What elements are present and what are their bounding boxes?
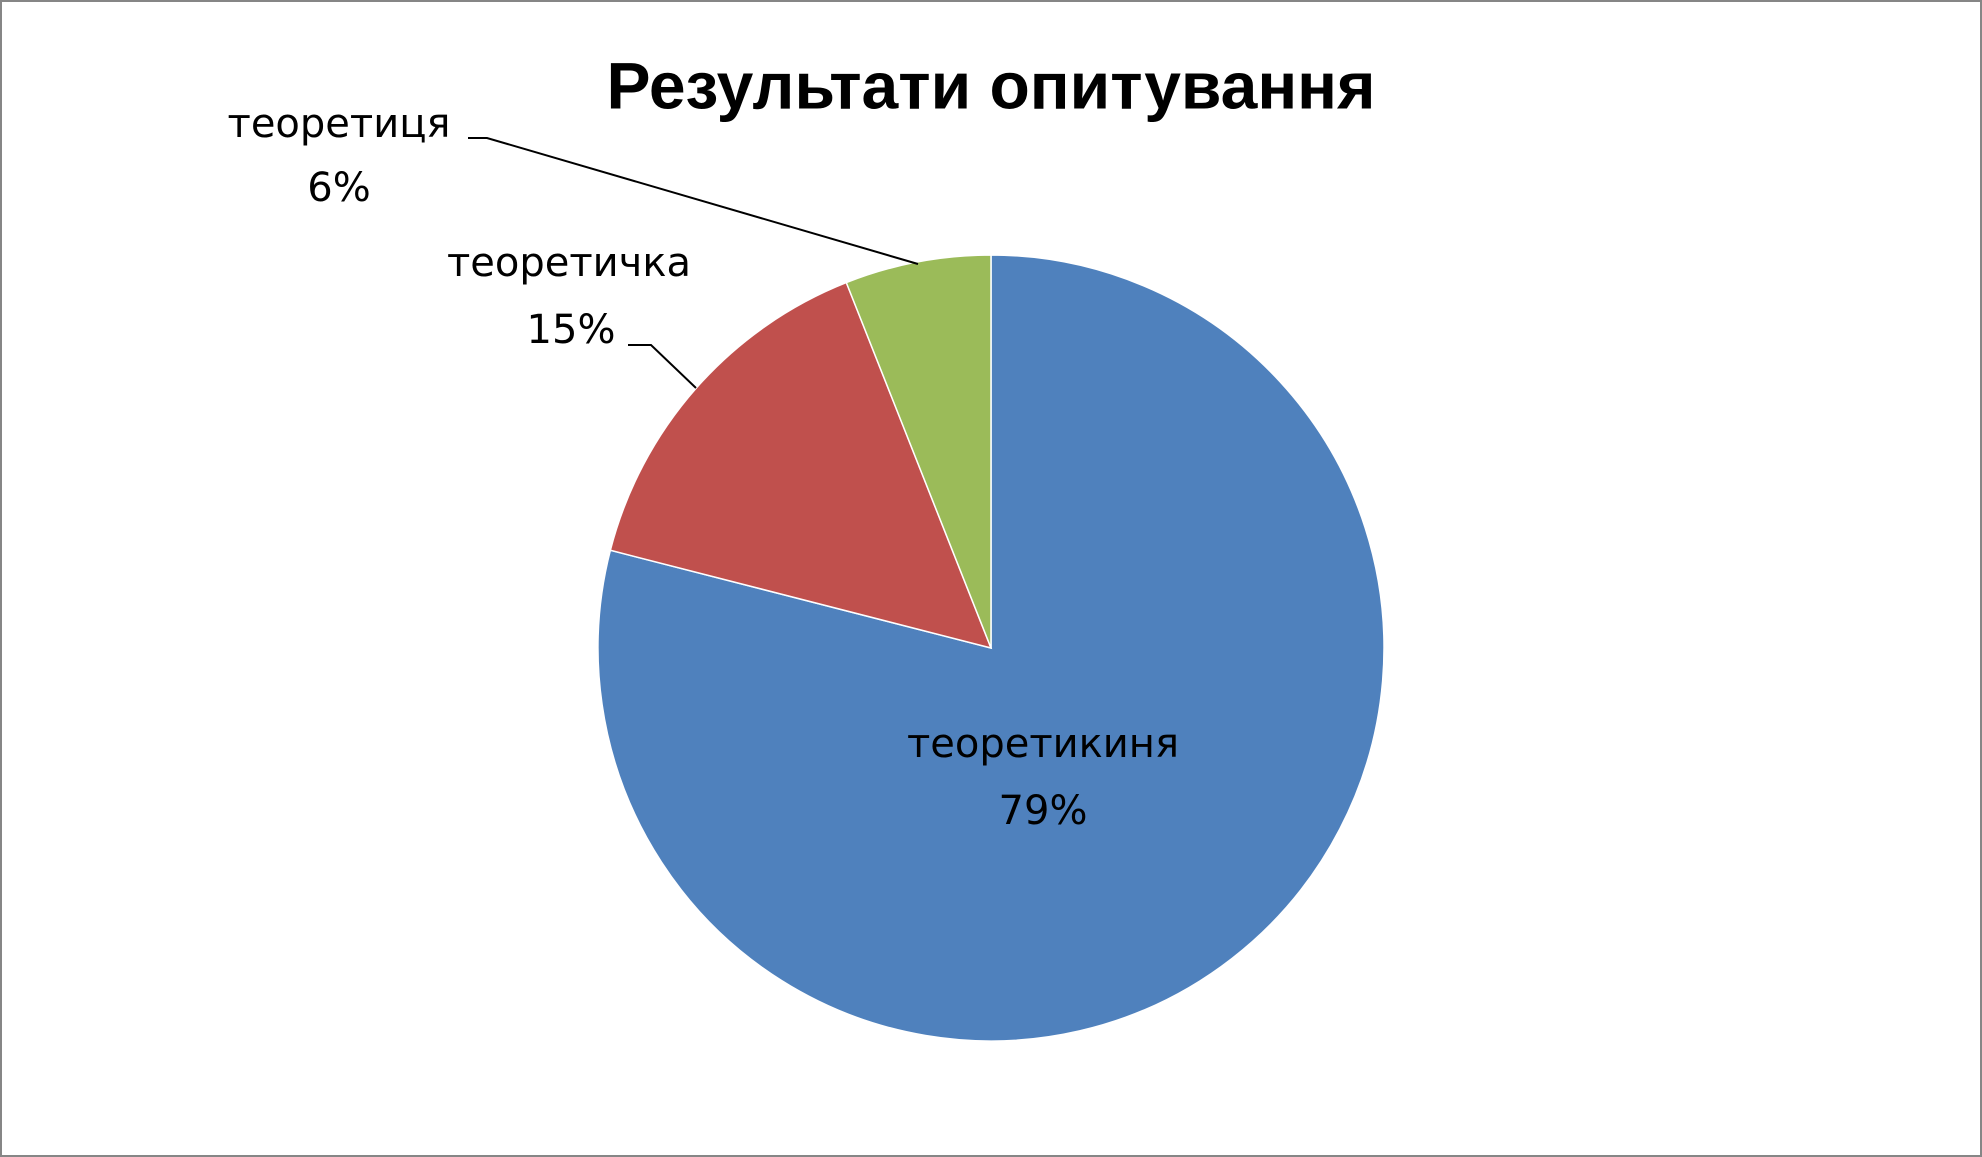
slice-value-label: 6% [307, 165, 370, 211]
slice-label: теоретиця [228, 101, 451, 147]
pie-slice [609, 281, 993, 650]
slice-label: теоретичка [447, 240, 691, 286]
pie-slice [597, 254, 1385, 1042]
chart-title: Результати опитування [606, 48, 1375, 122]
slice-value-label: 15% [527, 307, 616, 353]
pie-slice [845, 254, 992, 649]
leader-line [628, 344, 697, 389]
slice-label: теоретикиня [907, 721, 1179, 767]
slice-value-label: 79% [999, 788, 1088, 834]
leader-line [468, 137, 919, 265]
